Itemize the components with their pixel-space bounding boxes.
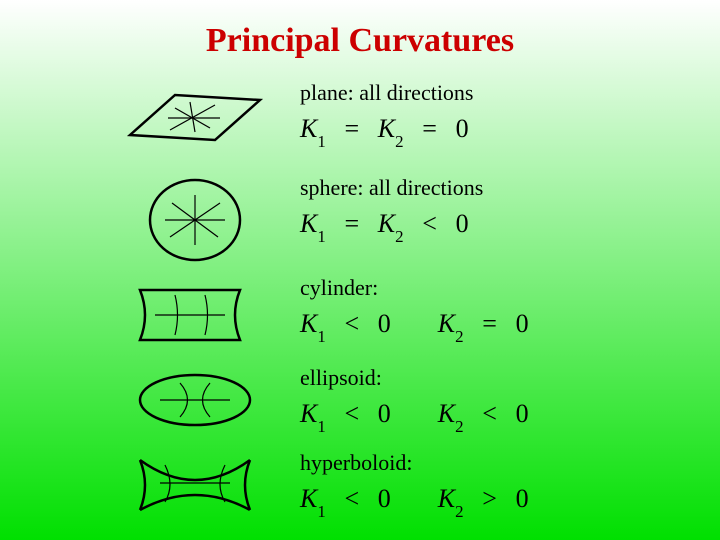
cylinder-icon: [120, 275, 270, 355]
op2-plane: =: [404, 114, 456, 144]
text-sphere: sphere: all directions K1 = K2 < 0: [300, 175, 700, 243]
label-hyperboloid: hyperboloid:: [300, 450, 700, 476]
k2-hyperboloid: K2: [438, 484, 464, 518]
row-sphere: sphere: all directions K1 = K2 < 0: [0, 175, 720, 267]
op1-ellipsoid: <: [326, 399, 378, 429]
text-hyperboloid: hyperboloid: K1 < 0 K2 > 0: [300, 450, 700, 518]
slide: Principal Curvatures plane: all directio…: [0, 0, 720, 540]
equation-hyperboloid: K1 < 0 K2 > 0: [300, 484, 700, 518]
op2-hyperboloid: >: [464, 484, 516, 514]
plane-icon: [120, 80, 270, 172]
k1-sphere: K1: [300, 209, 326, 243]
k2-plane: K2: [378, 114, 404, 148]
k1-ellipsoid: K1: [300, 399, 326, 433]
zero1-hyperboloid: 0: [378, 484, 408, 514]
op1-hyperboloid: <: [326, 484, 378, 514]
op1-sphere: =: [326, 209, 378, 239]
k2-cylinder: K2: [438, 309, 464, 343]
equation-plane: K1 = K2 = 0: [300, 114, 700, 148]
text-ellipsoid: ellipsoid: K1 < 0 K2 < 0: [300, 365, 700, 433]
sphere-icon: [120, 175, 270, 267]
zero-plane: 0: [456, 114, 469, 144]
shape-cylinder: [120, 275, 270, 367]
zero1-ellipsoid: 0: [378, 399, 408, 429]
label-sphere: sphere: all directions: [300, 175, 700, 201]
zero2-ellipsoid: 0: [516, 399, 529, 429]
op2-cylinder: =: [464, 309, 516, 339]
row-ellipsoid: ellipsoid: K1 < 0 K2 < 0: [0, 365, 720, 457]
hyperboloid-icon: [120, 450, 270, 525]
k1-hyperboloid: K1: [300, 484, 326, 518]
row-plane: plane: all directions K1 = K2 = 0: [0, 80, 720, 172]
k1-cylinder: K1: [300, 309, 326, 343]
ellipsoid-icon: [120, 365, 270, 435]
op1-cylinder: <: [326, 309, 378, 339]
text-cylinder: cylinder: K1 < 0 K2 = 0: [300, 275, 700, 343]
zero1-cylinder: 0: [378, 309, 408, 339]
zero-sphere: 0: [456, 209, 469, 239]
shape-hyperboloid: [120, 450, 270, 540]
equation-cylinder: K1 < 0 K2 = 0: [300, 309, 700, 343]
k1-plane: K1: [300, 114, 326, 148]
shape-plane: [120, 80, 270, 172]
label-cylinder: cylinder:: [300, 275, 700, 301]
shape-ellipsoid: [120, 365, 270, 457]
text-plane: plane: all directions K1 = K2 = 0: [300, 80, 700, 148]
equation-ellipsoid: K1 < 0 K2 < 0: [300, 399, 700, 433]
row-hyperboloid: hyperboloid: K1 < 0 K2 > 0: [0, 450, 720, 540]
k2-ellipsoid: K2: [438, 399, 464, 433]
op1-plane: =: [326, 114, 378, 144]
equation-sphere: K1 = K2 < 0: [300, 209, 700, 243]
slide-title: Principal Curvatures: [206, 22, 514, 60]
k2-sphere: K2: [378, 209, 404, 243]
row-cylinder: cylinder: K1 < 0 K2 = 0: [0, 275, 720, 367]
op2-sphere: <: [404, 209, 456, 239]
shape-sphere: [120, 175, 270, 267]
zero2-cylinder: 0: [516, 309, 529, 339]
op2-ellipsoid: <: [464, 399, 516, 429]
label-plane: plane: all directions: [300, 80, 700, 106]
zero2-hyperboloid: 0: [516, 484, 529, 514]
label-ellipsoid: ellipsoid:: [300, 365, 700, 391]
